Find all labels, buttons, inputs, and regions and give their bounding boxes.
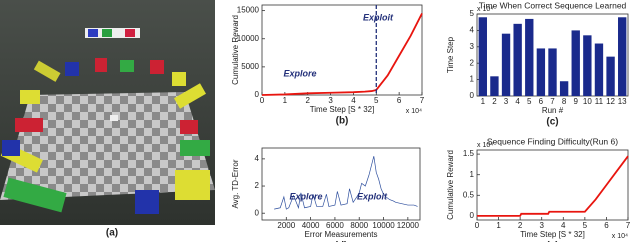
x-tick-label: 2 <box>518 221 523 230</box>
y-tick-label: 0.5 <box>463 190 475 199</box>
x-axis-label: Error Measurements <box>305 230 378 239</box>
y-multiplier: x 10⁴ <box>477 142 493 149</box>
x-axis-label: Time Step [S * 32] <box>520 230 585 239</box>
x-multiplier: x 10⁴ <box>406 108 422 115</box>
y-axis-label: Cumulative Reward <box>231 15 240 85</box>
plot-frame <box>261 147 421 221</box>
x-tick-label: 7 <box>420 96 425 105</box>
x-tick-label: 7 <box>626 221 631 230</box>
y-tick-label: 3 <box>470 42 475 51</box>
x-tick-label: 1 <box>496 221 501 230</box>
scene-image <box>0 0 215 225</box>
x-multiplier: x 10⁴ <box>612 233 628 240</box>
x-tick-label: 8000 <box>350 221 368 230</box>
y-tick-label: 0 <box>255 90 260 99</box>
panel-label: (e) <box>546 241 558 242</box>
x-tick-label: 3 <box>504 97 509 106</box>
x-tick-label: 11 <box>595 97 604 106</box>
x-tick-label: 12 <box>606 97 615 106</box>
bar <box>525 18 534 97</box>
y-tick-label: 5 <box>470 9 475 18</box>
y-tick-label: 1 <box>470 170 475 179</box>
chart-title: Sequence Finding Difficulty(Run 6) <box>487 136 618 146</box>
y-axis-label: Cumulative Reward <box>446 150 455 220</box>
x-tick-label: 13 <box>618 97 627 106</box>
y-tick-label: 2 <box>470 58 475 67</box>
y-tick-label: 10000 <box>237 34 260 43</box>
bar <box>478 17 487 97</box>
y-tick-label: 4 <box>255 154 260 163</box>
x-tick-label: 0 <box>260 96 265 105</box>
bar <box>559 81 569 96</box>
annotation: Exploit <box>363 12 394 22</box>
y-tick-label: 0 <box>255 208 260 217</box>
x-axis-label: Run # <box>542 106 564 115</box>
bar <box>501 33 511 96</box>
x-tick-label: 12000 <box>397 221 420 230</box>
panel-label: (c) <box>546 117 558 128</box>
panel-label: (b) <box>336 116 349 127</box>
x-tick-label: 2 <box>492 97 497 106</box>
y-tick-label: 1 <box>470 75 475 84</box>
x-tick-label: 2000 <box>277 221 295 230</box>
x-tick-label: 5 <box>527 97 532 106</box>
annotation: Explore <box>289 191 322 201</box>
x-tick-label: 7 <box>550 97 555 106</box>
x-tick-label: 4 <box>561 221 566 230</box>
x-tick-label: 4 <box>351 96 356 105</box>
y-tick-label: 15000 <box>237 6 260 15</box>
x-tick-label: 0 <box>475 221 480 230</box>
x-tick-label: 9 <box>574 97 579 106</box>
data-line <box>274 156 418 210</box>
annotation: Explore <box>283 68 316 78</box>
x-tick-label: 10000 <box>372 221 395 230</box>
x-tick-label: 2 <box>305 96 310 105</box>
y-tick-label: 0 <box>470 211 475 220</box>
x-axis-label: Time Step [S * 32] <box>310 105 375 114</box>
x-tick-label: 6 <box>397 96 402 105</box>
x-tick-label: 8 <box>562 97 567 106</box>
bar <box>513 23 522 97</box>
x-tick-label: 3 <box>539 221 544 230</box>
panel-label: (d) <box>335 241 348 242</box>
bar <box>594 43 604 96</box>
data-line <box>477 155 629 217</box>
y-axis-label: Time Step <box>446 36 455 73</box>
annotation: Exploit <box>357 191 388 201</box>
y-tick-label: 5000 <box>241 62 259 71</box>
x-tick-label: 5 <box>583 221 588 230</box>
bar <box>571 30 580 96</box>
y-axis-label: Avg. TD-Error <box>231 159 240 208</box>
x-tick-label: 4 <box>515 97 520 106</box>
bar <box>606 56 615 96</box>
y-tick-label: 2 <box>255 181 260 190</box>
bar <box>618 17 627 97</box>
y-tick-label: 1.5 <box>463 149 475 158</box>
x-tick-label: 10 <box>583 97 592 106</box>
x-tick-label: 1 <box>481 97 486 106</box>
x-tick-label: 3 <box>328 96 333 105</box>
x-tick-label: 6 <box>604 221 609 230</box>
y-multiplier: x 10⁴ <box>477 6 493 13</box>
bar <box>548 48 557 96</box>
data-line <box>261 13 423 96</box>
x-tick-label: 1 <box>283 96 288 105</box>
x-tick-label: 4000 <box>302 221 320 230</box>
x-tick-label: 6000 <box>326 221 344 230</box>
bar <box>490 76 499 96</box>
y-tick-label: 0 <box>470 91 475 100</box>
x-tick-label: 6 <box>539 97 544 106</box>
y-tick-label: 4 <box>470 26 475 35</box>
x-tick-label: 5 <box>374 96 379 105</box>
bar <box>583 35 592 96</box>
plot-frame <box>476 149 629 221</box>
panel-label: (a) <box>106 228 118 239</box>
bar <box>536 48 546 96</box>
plot-frame <box>261 4 423 96</box>
chart-title: Time When Correct Sequence Learned <box>479 0 627 10</box>
